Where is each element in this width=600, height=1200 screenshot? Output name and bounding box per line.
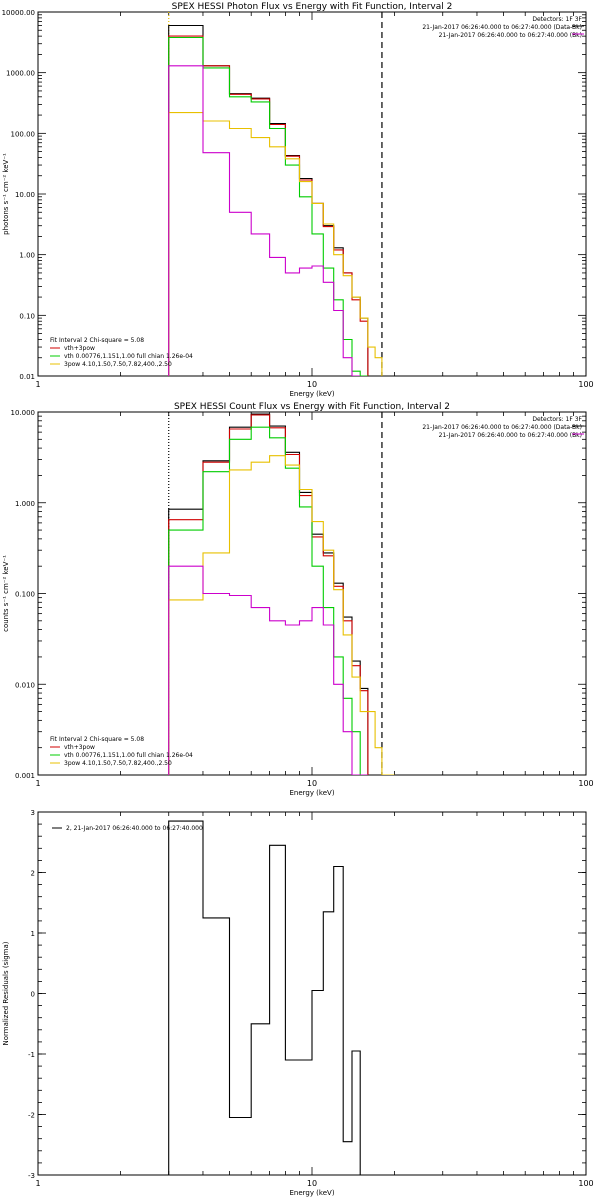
legend-label: 3pow 4.10,1.50,7.50,7.82,400.,2.50 bbox=[64, 361, 172, 368]
y-tick-label: -3 bbox=[28, 1172, 35, 1180]
y-tick-label: 10000.00 bbox=[2, 9, 35, 17]
x-tick-label: 100 bbox=[578, 380, 593, 389]
header-text: 21-Jan-2017 06:26:40.000 to 06:27:40.000… bbox=[422, 424, 582, 431]
x-tick-label: 100 bbox=[578, 1179, 593, 1188]
chart-title: SPEX HESSI Photon Flux vs Energy with Fi… bbox=[172, 2, 453, 12]
y-tick-label: 2 bbox=[31, 870, 35, 878]
y-tick-label: 0.100 bbox=[15, 591, 35, 599]
x-tick-label: 100 bbox=[578, 779, 593, 788]
x-axis-label: Energy (keV) bbox=[289, 789, 334, 797]
y-tick-label: 10.00 bbox=[15, 191, 35, 199]
y-tick-label: 0 bbox=[31, 991, 35, 999]
chart-title: SPEX HESSI Count Flux vs Energy with Fit… bbox=[174, 402, 450, 412]
x-tick-label: 1 bbox=[35, 779, 40, 788]
residuals-panel: 1 10 100 Energy (keV) -3 -2 -1 0 1 2 3 Normalized R… bbox=[2, 809, 594, 1197]
y-tick-label: -2 bbox=[28, 1112, 35, 1120]
header-text: 21-Jan-2017 06:26:40.000 to 06:27:40.000… bbox=[422, 24, 582, 31]
x-tick-label: 1 bbox=[35, 380, 40, 389]
legend-label: 2, 21-Jan-2017 06:26:40.000 to 06:27:40.… bbox=[66, 825, 203, 832]
spectrum-series-line bbox=[168, 36, 368, 376]
y-tick-label: 0.01 bbox=[19, 373, 35, 381]
fit-info-text: Fit Interval 2 Chi-square = 5.08 bbox=[50, 736, 144, 743]
header-text: 21-Jan-2017 06:26:40.000 to 06:27:40.000… bbox=[439, 432, 582, 439]
x-tick-label: 10 bbox=[307, 1179, 317, 1188]
spectrum-series-line bbox=[168, 426, 368, 775]
spectrum-series-line bbox=[168, 414, 369, 775]
spectrum-series-line bbox=[168, 24, 369, 376]
header-text: Detectors: 1F 3F bbox=[532, 416, 582, 423]
spectrum-series-line bbox=[168, 65, 361, 376]
y-tick-label: 0.001 bbox=[15, 772, 35, 780]
header-text: Detectors: 1F 3F bbox=[532, 16, 582, 23]
y-tick-label: 3 bbox=[31, 809, 35, 817]
y-axis-label: Normalized Residuals (sigma) bbox=[2, 941, 10, 1045]
legend-label: 3pow 4.10,1.50,7.50,7.82,400.,2.50 bbox=[64, 760, 172, 767]
fit-info-text: Fit Interval 2 Chi-square = 5.08 bbox=[50, 337, 144, 344]
x-tick-label: 10 bbox=[307, 779, 317, 788]
legend-label: vth+3pow bbox=[64, 744, 95, 751]
data-area bbox=[168, 820, 361, 1175]
y-axis-label: photons s⁻¹ cm⁻² keV⁻¹ bbox=[2, 153, 10, 235]
y-tick-label: 100.00 bbox=[11, 130, 36, 138]
legend-label: vth+3pow bbox=[64, 345, 95, 352]
y-tick-label: 10.000 bbox=[11, 409, 36, 417]
x-tick-label: 1 bbox=[35, 1179, 40, 1188]
legend-label: vth 0.00776,1.151,1.00 full chian 1.26e-… bbox=[64, 752, 193, 759]
spectrum-series-line bbox=[168, 35, 369, 376]
data-area bbox=[168, 12, 383, 376]
y-tick-label: 0.10 bbox=[19, 312, 35, 320]
plot-frame bbox=[37, 411, 587, 776]
spectrum-series-line bbox=[168, 565, 368, 775]
y-tick-label: 1 bbox=[31, 930, 35, 938]
spectrum-series-line bbox=[168, 413, 369, 775]
spectrum-series-line bbox=[168, 112, 383, 376]
x-axis-label: Energy (keV) bbox=[289, 1189, 334, 1197]
header-text: 21-Jan-2017 06:26:40.000 to 06:27:40.000… bbox=[439, 32, 582, 39]
y-tick-label: 1.000 bbox=[15, 500, 35, 508]
y-axis-label: counts s⁻¹ cm⁻² keV⁻¹ bbox=[2, 555, 10, 632]
legend-label: vth 0.00776,1.151,1.00 full chian 1.26e-… bbox=[64, 353, 193, 360]
y-tick-label: 1000.00 bbox=[6, 70, 35, 78]
y-tick-label: -1 bbox=[28, 1051, 35, 1059]
spectrum-series-line bbox=[168, 820, 361, 1175]
x-axis-label: Energy (keV) bbox=[289, 390, 334, 398]
spectrum-series-line bbox=[168, 455, 395, 775]
x-tick-label: 10 bbox=[307, 380, 317, 389]
y-tick-label: 1.00 bbox=[19, 252, 35, 260]
data-area bbox=[168, 412, 395, 775]
y-tick-label: 0.010 bbox=[15, 681, 35, 689]
photon-flux-panel: SPEX HESSI Photon Flux vs Energy with Fi… bbox=[2, 2, 594, 398]
count-flux-panel: SPEX HESSI Count Flux vs Energy with Fit… bbox=[2, 402, 594, 797]
